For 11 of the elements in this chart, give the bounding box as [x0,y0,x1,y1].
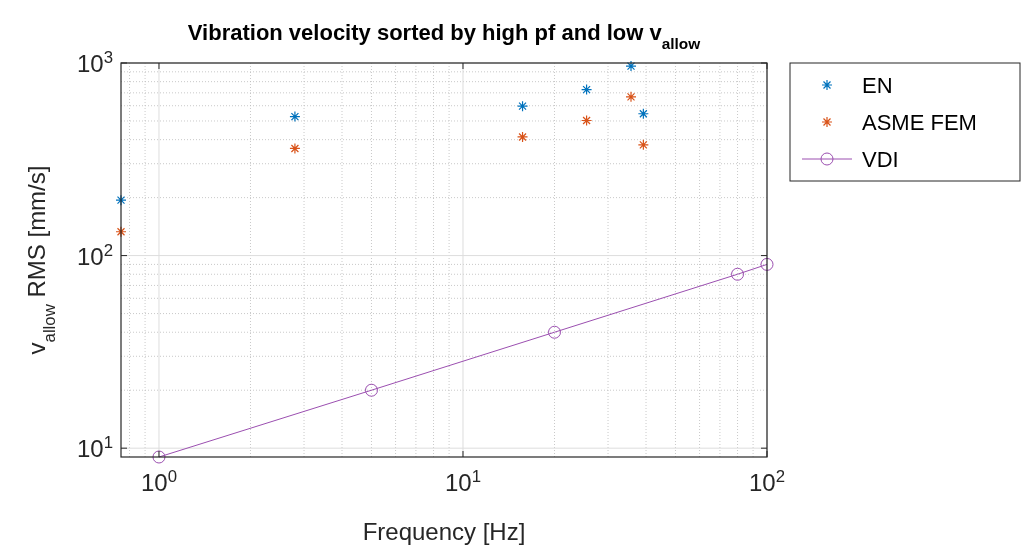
x-tick-label: 10$^{1}$ [444,466,482,496]
chart-title: Vibration velocity sorted by high pf and low v$_{allow}$ [187,20,701,52]
x-tick-label: 10$^{2}$ [748,466,786,496]
x-axis-title: Frequency [Hz] [362,518,526,545]
y-tick-label: 10$^{2}$ [76,240,113,270]
y-tick-label: 10$^{3}$ [76,47,113,77]
legend-label: ASME FEM [862,110,977,135]
x-tick-label: 10$^{0}$ [140,466,178,496]
legend-label: EN [862,73,893,98]
legend-label: VDI [862,147,899,172]
y-tick-label: 10$^{1}$ [76,432,113,463]
